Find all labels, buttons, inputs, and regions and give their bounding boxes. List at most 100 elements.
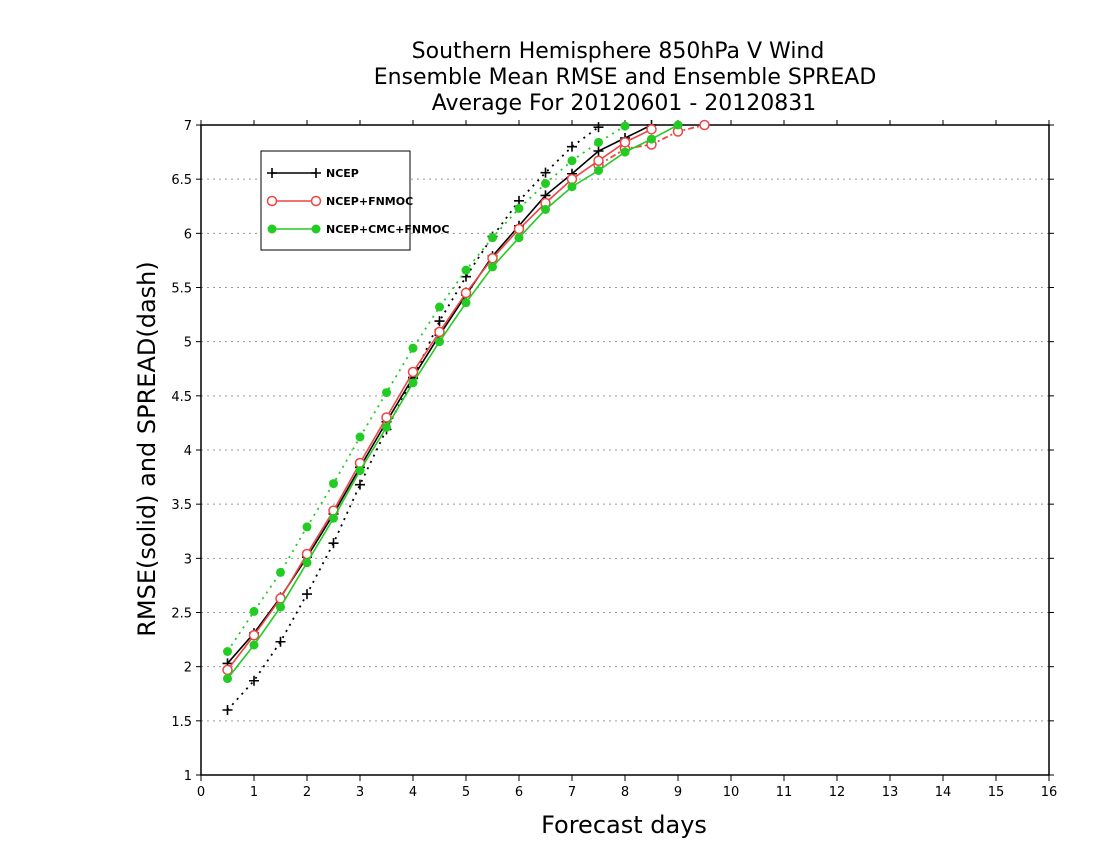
y-tick-label: 1.5 (171, 715, 192, 730)
x-tick-label: 7 (568, 785, 576, 800)
point-ncep-cmc-fnmoc-rmse (594, 166, 603, 175)
point-ncep-cmc-fnmoc-spread (567, 156, 577, 166)
point-ncep-cmc-fnmoc-rmse (302, 558, 312, 568)
point-ncep-spread (567, 141, 577, 152)
point-ncep-cmc-fnmoc-spread (435, 302, 444, 312)
x-tick-label: 8 (621, 785, 629, 800)
legend-marker-ncep-fnmoc (310, 195, 322, 207)
point-ncep-cmc-fnmoc-spread (514, 203, 524, 213)
point-ncep-cmc-fnmoc-spread (408, 343, 418, 353)
x-tick-label: 4 (409, 785, 417, 800)
x-tick-label: 5 (462, 785, 470, 800)
y-axis-label: RMSE(solid) and SPREAD(dash) (133, 261, 161, 637)
title-line-2: Ensemble Mean RMSE and Ensemble SPREAD (374, 65, 877, 90)
axis-ticks: 11.522.533.544.555.566.570 1 2 3 4 5 6 7 8 9 10 11 1… (171, 119, 1057, 800)
point-ncep-cmc-fnmoc-rmse (541, 205, 550, 214)
legend-label-ncep-cmc-fnmoc: NCEP+CMC+FNMOC (326, 223, 449, 236)
point-ncep-cmc-fnmoc-rmse (249, 640, 259, 650)
point-ncep-fnmoc-rmse (381, 412, 392, 423)
point-ncep-spread (328, 538, 339, 549)
point-ncep-cmc-fnmoc-spread (249, 606, 259, 616)
y-tick-label: 3 (184, 552, 192, 567)
line-ncep-cmc-fnmoc-rmse (226, 124, 679, 680)
point-ncep-fnmoc-rmse (248, 630, 260, 641)
point-ncep-cmc-fnmoc-rmse (620, 147, 630, 157)
y-tick-label: 2 (184, 661, 192, 676)
series-ncep-cmc-fnmoc (223, 120, 683, 684)
x-tick-label: 15 (988, 785, 1005, 800)
point-ncep-spread (355, 479, 365, 490)
y-tick-label: 6 (184, 227, 192, 242)
legend-marker-ncep-fnmoc (266, 195, 278, 207)
y-tick-label: 2.5 (171, 607, 192, 622)
x-tick-label: 1 (250, 785, 258, 800)
point-ncep-fnmoc-rmse (460, 287, 472, 299)
x-tick-label: 9 (674, 785, 682, 800)
y-tick-label: 7 (184, 119, 192, 134)
title-line-1: Southern Hemisphere 850hPa V Wind (412, 39, 825, 64)
point-ncep-cmc-fnmoc-spread (329, 479, 338, 489)
point-ncep-cmc-fnmoc-spread (382, 388, 391, 398)
point-ncep-spread (434, 316, 445, 327)
point-ncep-rmse (593, 146, 604, 156)
point-ncep-fnmoc-rmse (434, 326, 445, 338)
point-ncep-cmc-fnmoc-spread (302, 522, 312, 532)
y-tick-label: 5 (184, 336, 192, 351)
point-ncep-cmc-fnmoc-spread (276, 567, 285, 577)
legend-label-ncep-fnmoc: NCEP+FNMOC (326, 195, 413, 208)
y-tick-label: 6.5 (171, 173, 192, 188)
point-ncep-cmc-fnmoc-spread (461, 265, 471, 275)
point-ncep-cmc-fnmoc-rmse (461, 298, 471, 308)
point-ncep-cmc-fnmoc-rmse (514, 233, 524, 243)
point-ncep-fnmoc-rmse (513, 223, 525, 235)
point-ncep-fnmoc-rmse (619, 137, 631, 148)
point-ncep-cmc-fnmoc-spread (223, 647, 232, 656)
point-ncep-cmc-fnmoc-rmse (435, 337, 444, 347)
grid (201, 178, 1049, 722)
y-tick-label: 4.5 (171, 390, 192, 405)
x-tick-label: 16 (1041, 785, 1058, 800)
point-ncep-fnmoc-rmse (646, 124, 657, 135)
legend: NCEP NCEP+FNMOC NCEP+CMC+FNMOC (260, 150, 449, 251)
y-tick-label: 4 (184, 444, 192, 459)
point-ncep-cmc-fnmoc-spread (620, 121, 630, 131)
point-ncep-cmc-fnmoc-spread (594, 137, 603, 147)
x-tick-label: 13 (882, 785, 899, 800)
point-ncep-cmc-fnmoc-rmse (223, 674, 232, 684)
point-ncep-cmc-fnmoc-rmse (382, 422, 391, 432)
point-ncep-cmc-fnmoc-rmse (355, 466, 365, 476)
y-tick-label: 5.5 (171, 282, 192, 297)
legend-marker-ncep (311, 168, 321, 178)
x-tick-label: 0 (197, 785, 205, 800)
point-ncep-cmc-fnmoc-rmse (673, 120, 683, 130)
x-tick-label: 2 (303, 785, 311, 800)
y-tick-label: 1 (184, 769, 192, 784)
point-ncep-spread (302, 589, 312, 600)
legend-marker-ncep-cmc-fnmoc (311, 224, 321, 234)
x-tick-label: 3 (356, 785, 364, 800)
x-tick-label: 11 (776, 785, 793, 800)
point-ncep-spread (275, 636, 286, 647)
point-ncep-fnmoc-rmse (222, 664, 233, 676)
y-tick-label: 3.5 (171, 498, 192, 513)
point-ncep-cmc-fnmoc-rmse (329, 513, 338, 523)
legend-marker-ncep (267, 168, 277, 178)
point-ncep-cmc-fnmoc-rmse (567, 182, 577, 192)
point-ncep-fnmoc-spread (699, 119, 710, 131)
point-ncep-fnmoc-rmse (593, 155, 604, 166)
chart-title: Southern Hemisphere 850hPa V Wind Ensemb… (374, 39, 877, 116)
point-ncep-spread (540, 167, 551, 178)
point-ncep-spread (222, 705, 233, 715)
series-ncep-fnmoc (222, 119, 710, 676)
point-ncep-cmc-fnmoc-rmse (408, 378, 418, 388)
x-tick-label: 10 (723, 785, 740, 800)
point-ncep-cmc-fnmoc-rmse (488, 262, 497, 272)
x-tick-label: 6 (515, 785, 523, 800)
point-ncep-spread (249, 675, 259, 686)
point-ncep-cmc-fnmoc-spread (541, 179, 550, 188)
point-ncep-cmc-fnmoc-spread (355, 432, 365, 442)
point-ncep-cmc-fnmoc-rmse (276, 602, 285, 612)
x-tick-label: 12 (829, 785, 846, 800)
series-layer (222, 119, 710, 715)
